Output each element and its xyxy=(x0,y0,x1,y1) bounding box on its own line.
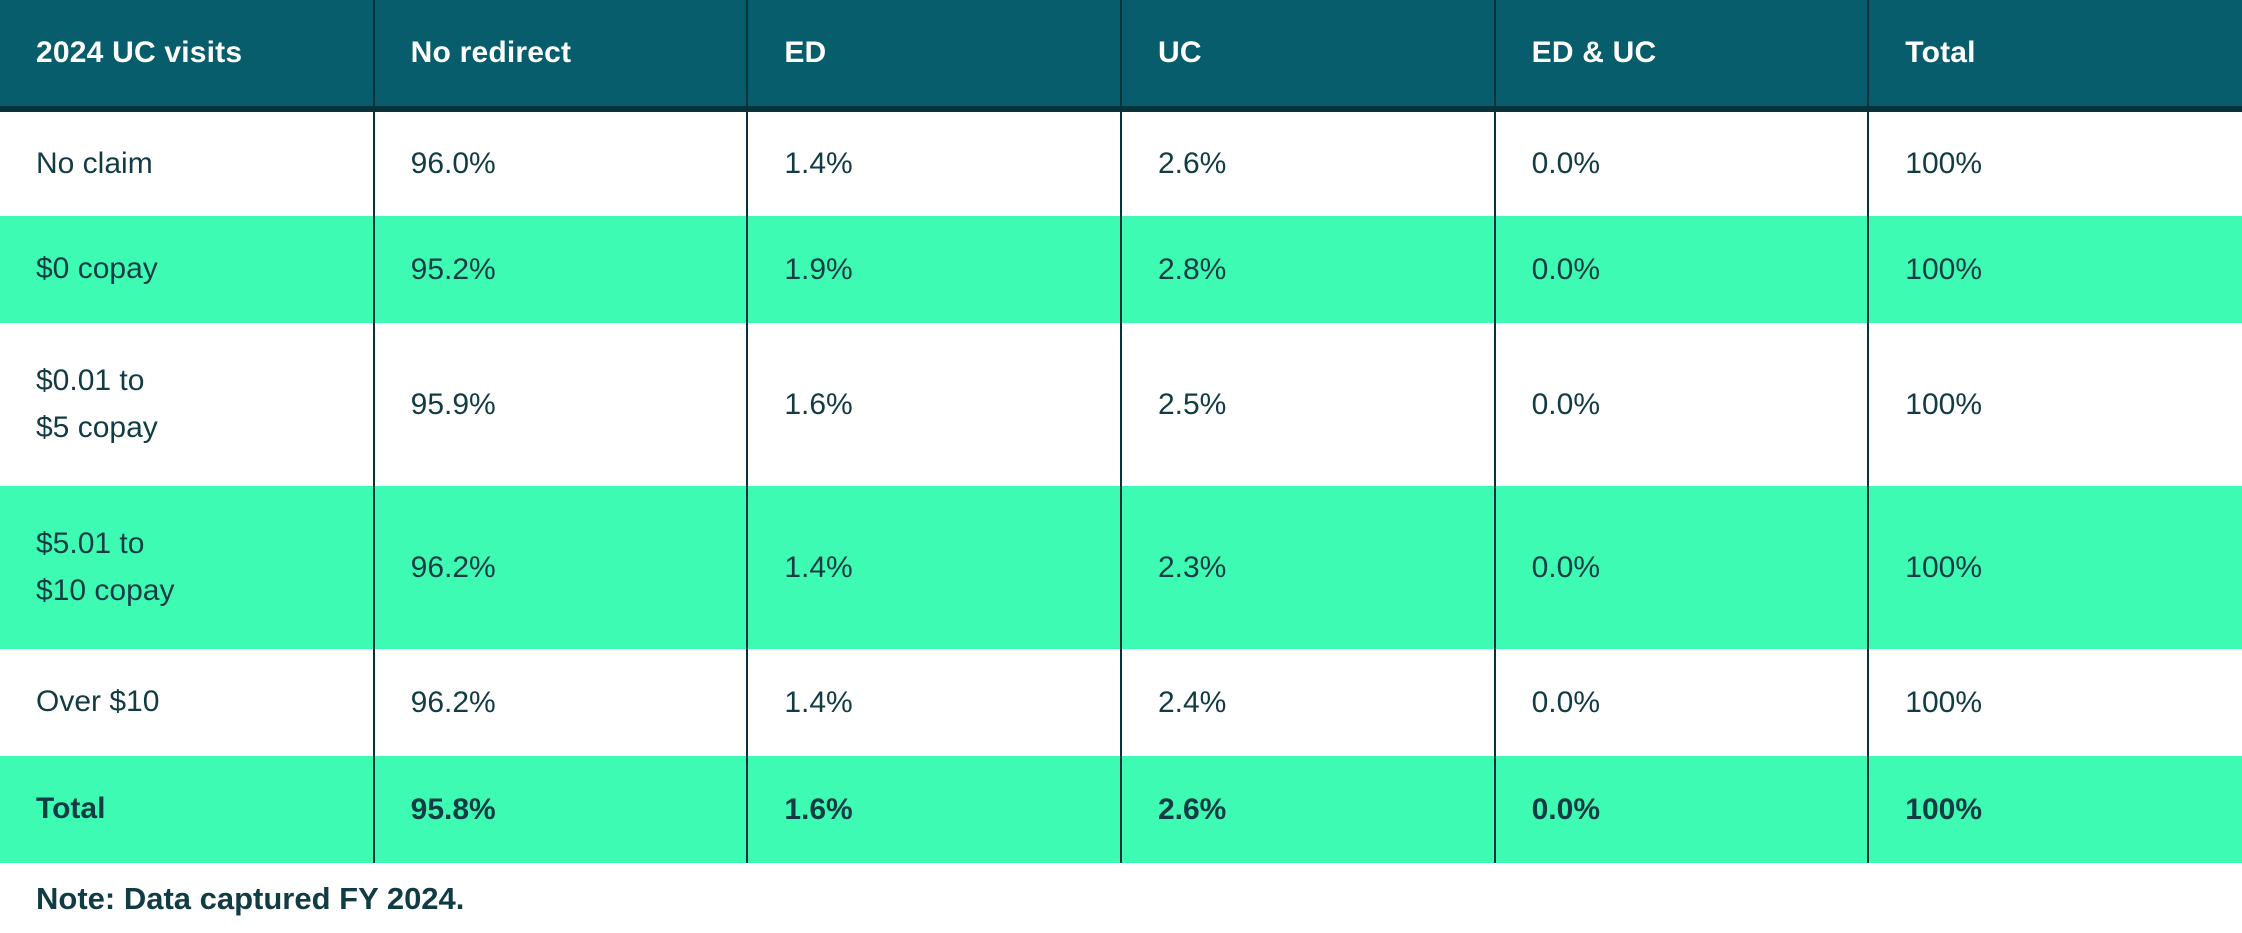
row-label: $5.01 to $10 copay xyxy=(0,486,374,649)
table-cell: 2.6% xyxy=(1119,756,1495,863)
row-label: No claim xyxy=(0,109,374,216)
table-cell: 1.6% xyxy=(746,323,1121,486)
table-cell: 96.0% xyxy=(372,109,748,216)
col-header-uc: UC xyxy=(1119,0,1495,112)
table-cell: 2.3% xyxy=(1119,486,1495,649)
table-cell: 100% xyxy=(1867,109,2242,216)
table-note: Note: Data captured FY 2024. xyxy=(36,881,465,916)
table-row: No claim 96.0% 1.4% 2.6% 0.0% 100% xyxy=(0,109,2242,216)
table-cell: 0.0% xyxy=(1493,486,1869,649)
table-row: $5.01 to $10 copay 96.2% 1.4% 2.3% 0.0% … xyxy=(0,486,2242,649)
row-label: Total xyxy=(0,756,374,863)
table-cell: 1.4% xyxy=(746,109,1121,216)
table-cell: 95.9% xyxy=(372,323,748,486)
table-row-total: Total 95.8% 1.6% 2.6% 0.0% 100% xyxy=(0,756,2242,863)
table-cell: 100% xyxy=(1867,649,2242,756)
table-cell: 2.5% xyxy=(1119,323,1495,486)
table-cell: 95.8% xyxy=(372,756,748,863)
col-header-no-redirect: No redirect xyxy=(372,0,748,112)
table-cell: 100% xyxy=(1867,756,2242,863)
table-cell: 0.0% xyxy=(1493,109,1869,216)
col-header-total: Total xyxy=(1867,0,2242,112)
table-cell: 100% xyxy=(1867,216,2242,323)
table-cell: 100% xyxy=(1867,323,2242,486)
table-cell: 2.6% xyxy=(1119,109,1495,216)
table-cell: 0.0% xyxy=(1493,323,1869,486)
table-cell: 2.8% xyxy=(1119,216,1495,323)
header-row: 2024 UC visits No redirect ED UC ED & UC… xyxy=(0,0,2242,112)
table-cell: 1.4% xyxy=(746,486,1121,649)
uc-visits-table: 2024 UC visits No redirect ED UC ED & UC… xyxy=(0,0,2242,863)
row-label: $0 copay xyxy=(0,216,374,323)
row-label: Over $10 xyxy=(0,649,374,756)
table-cell: 96.2% xyxy=(372,486,748,649)
table-cell: 2.4% xyxy=(1119,649,1495,756)
col-header-ed-and-uc: ED & UC xyxy=(1493,0,1869,112)
col-header-ed: ED xyxy=(746,0,1121,112)
table-row: $0.01 to $5 copay 95.9% 1.6% 2.5% 0.0% 1… xyxy=(0,323,2242,486)
table-cell: 96.2% xyxy=(372,649,748,756)
table-cell: 1.4% xyxy=(746,649,1121,756)
table-cell: 100% xyxy=(1867,486,2242,649)
table-cell: 0.0% xyxy=(1493,216,1869,323)
col-header-visits: 2024 UC visits xyxy=(0,0,374,112)
row-label: $0.01 to $5 copay xyxy=(0,323,374,486)
table-cell: 1.9% xyxy=(746,216,1121,323)
table-cell: 0.0% xyxy=(1493,649,1869,756)
table-cell: 95.2% xyxy=(372,216,748,323)
table-row: $0 copay 95.2% 1.9% 2.8% 0.0% 100% xyxy=(0,216,2242,323)
table-row: Over $10 96.2% 1.4% 2.4% 0.0% 100% xyxy=(0,649,2242,756)
table-cell: 1.6% xyxy=(746,756,1121,863)
table-cell: 0.0% xyxy=(1493,756,1869,863)
